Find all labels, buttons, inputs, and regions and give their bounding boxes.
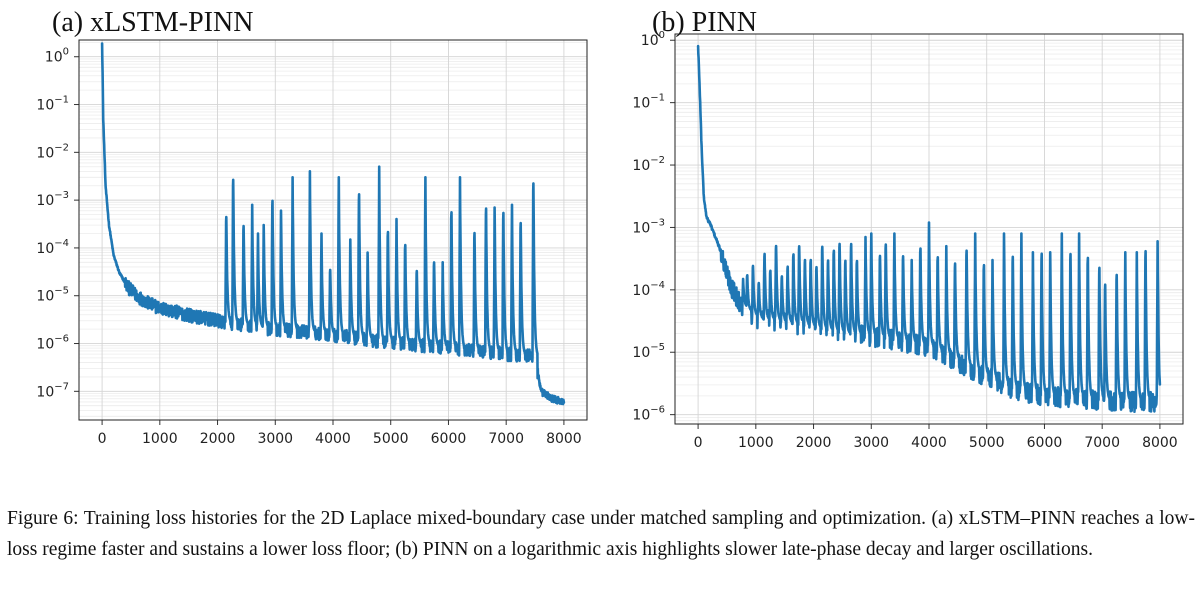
panel-b-y-tick-label: 10−6 (632, 405, 665, 424)
panel-a-x-tick-label: 4000 (315, 431, 351, 447)
panel-b-y-tick-label: 10−1 (632, 93, 665, 112)
panel-a-x-tick-label: 5000 (373, 431, 409, 447)
panel-b-x-tick-label: 5000 (969, 435, 1005, 451)
panel-a-x-tick-label: 0 (98, 431, 107, 447)
panel-b-axes-frame (674, 33, 1184, 425)
panel-b-title: (b) PINN (652, 7, 757, 38)
panel-b-x-tick-label: 0 (694, 435, 703, 451)
panel-a-x-tick-label: 7000 (488, 431, 524, 447)
panel-b-x-tick-label: 8000 (1142, 435, 1178, 451)
panel-b-x-tick-label: 7000 (1084, 435, 1120, 451)
panel-a-loss-line (100, 42, 566, 406)
panel-a-x-tick-label: 3000 (257, 431, 293, 447)
panel-a-y-tick-label: 10−7 (36, 381, 69, 400)
figure-caption: Figure 6: Training loss histories for th… (7, 508, 1195, 560)
panel-b-x-tick-label: 1000 (738, 435, 774, 451)
panel-b-y-tick-label: 10−3 (632, 217, 665, 236)
panel-b-y-tick-label: 10−2 (632, 155, 665, 174)
panel-a-y-tick-label: 10−1 (36, 95, 69, 114)
panel-a-y-tick-label: 10−6 (36, 334, 69, 353)
panel-a-title: (a) xLSTM-PINN (52, 7, 253, 38)
panel-b: 100 10−1 10−2 10−3 10−4 10−5 10−6 0 1000 2000 3000… (632, 7, 1184, 451)
panel-a-x-tick-label: 1000 (142, 431, 178, 447)
panel-a-y-tick-label: 100 (45, 47, 69, 66)
panel-a-y-tick-label: 10−5 (36, 286, 69, 305)
panel-a-y-tick-label: 10−4 (36, 238, 69, 257)
panel-a: 100 10−1 10−2 10−3 10−4 10−5 10−6 10−7 0 1000 2000… (36, 7, 588, 447)
panel-b-x-tick-label: 6000 (1027, 435, 1063, 451)
panel-a-y-tick-label: 10−2 (36, 142, 69, 161)
panel-a-x-tick-label: 6000 (431, 431, 467, 447)
panel-a-x-tick-label: 2000 (200, 431, 236, 447)
panel-a-x-tick-label: 8000 (546, 431, 582, 447)
panel-b-x-tick-label: 4000 (911, 435, 947, 451)
panel-b-y-tick-label: 10−4 (632, 280, 665, 299)
panel-b-y-tick-label: 100 (641, 30, 665, 49)
panel-b-x-tick-label: 3000 (853, 435, 889, 451)
panel-a-y-tick-label: 10−3 (36, 190, 69, 209)
panel-b-loss-line (696, 44, 1162, 414)
panel-b-y-tick-label: 10−5 (632, 342, 665, 361)
panel-b-x-tick-label: 2000 (796, 435, 832, 451)
panel-a-axes-frame (78, 39, 588, 421)
